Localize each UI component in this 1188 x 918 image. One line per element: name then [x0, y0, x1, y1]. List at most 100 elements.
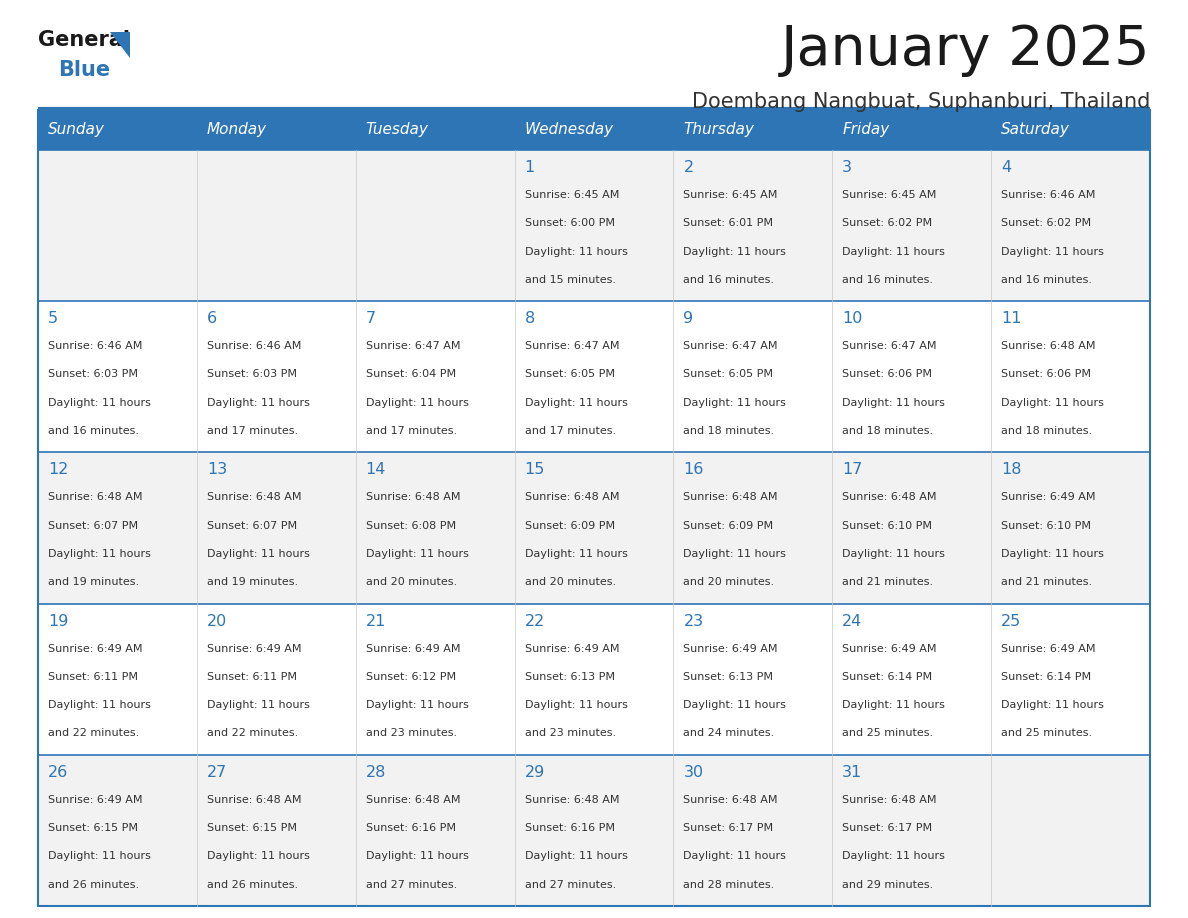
Text: Sunrise: 6:49 AM: Sunrise: 6:49 AM	[48, 795, 143, 805]
Text: Daylight: 11 hours: Daylight: 11 hours	[207, 700, 310, 711]
Bar	[355, 453, 514, 604]
Text: Sunset: 6:03 PM: Sunset: 6:03 PM	[48, 370, 138, 379]
Bar	[991, 604, 1150, 755]
Text: Sunset: 6:15 PM: Sunset: 6:15 PM	[48, 823, 138, 834]
Text: Daylight: 11 hours: Daylight: 11 hours	[842, 549, 946, 559]
Bar	[514, 110, 674, 150]
Text: Daylight: 11 hours: Daylight: 11 hours	[525, 851, 627, 861]
Bar	[355, 301, 514, 453]
Text: and 18 minutes.: and 18 minutes.	[683, 426, 775, 436]
Text: Sunrise: 6:47 AM: Sunrise: 6:47 AM	[525, 341, 619, 352]
Text: Sunset: 6:08 PM: Sunset: 6:08 PM	[366, 521, 456, 531]
Text: Daylight: 11 hours: Daylight: 11 hours	[366, 851, 468, 861]
Text: 8: 8	[525, 311, 535, 326]
Polygon shape	[110, 32, 129, 58]
Text: Sunrise: 6:49 AM: Sunrise: 6:49 AM	[842, 644, 937, 654]
Bar	[38, 150, 197, 301]
Text: 18: 18	[1001, 463, 1022, 477]
Text: Sunset: 6:14 PM: Sunset: 6:14 PM	[842, 672, 933, 682]
Bar	[38, 110, 1150, 906]
Text: Daylight: 11 hours: Daylight: 11 hours	[842, 700, 946, 711]
Text: Sunset: 6:11 PM: Sunset: 6:11 PM	[48, 672, 138, 682]
Text: 31: 31	[842, 765, 862, 779]
Bar	[991, 755, 1150, 906]
Bar	[514, 755, 674, 906]
Text: and 15 minutes.: and 15 minutes.	[525, 274, 615, 285]
Text: Sunrise: 6:48 AM: Sunrise: 6:48 AM	[683, 492, 778, 502]
Text: Sunset: 6:07 PM: Sunset: 6:07 PM	[207, 521, 297, 531]
Bar	[991, 301, 1150, 453]
Text: and 25 minutes.: and 25 minutes.	[842, 729, 934, 738]
Text: Sunset: 6:05 PM: Sunset: 6:05 PM	[683, 370, 773, 379]
Text: Sunset: 6:10 PM: Sunset: 6:10 PM	[842, 521, 933, 531]
Text: 2: 2	[683, 160, 694, 175]
Text: and 20 minutes.: and 20 minutes.	[683, 577, 775, 588]
Text: Sunrise: 6:49 AM: Sunrise: 6:49 AM	[683, 644, 778, 654]
Text: 16: 16	[683, 463, 703, 477]
Text: Daylight: 11 hours: Daylight: 11 hours	[207, 851, 310, 861]
Bar	[514, 453, 674, 604]
Text: 11: 11	[1001, 311, 1022, 326]
Text: Sunset: 6:05 PM: Sunset: 6:05 PM	[525, 370, 614, 379]
Text: Sunset: 6:13 PM: Sunset: 6:13 PM	[525, 672, 614, 682]
Bar	[355, 755, 514, 906]
Text: 12: 12	[48, 463, 69, 477]
Text: Sunrise: 6:45 AM: Sunrise: 6:45 AM	[683, 190, 778, 200]
Text: 21: 21	[366, 613, 386, 629]
Text: Sunset: 6:14 PM: Sunset: 6:14 PM	[1001, 672, 1092, 682]
Text: 23: 23	[683, 613, 703, 629]
Text: Sunrise: 6:49 AM: Sunrise: 6:49 AM	[1001, 644, 1095, 654]
Text: Daylight: 11 hours: Daylight: 11 hours	[525, 549, 627, 559]
Text: Daylight: 11 hours: Daylight: 11 hours	[683, 549, 786, 559]
Text: and 24 minutes.: and 24 minutes.	[683, 729, 775, 738]
Text: 28: 28	[366, 765, 386, 779]
Text: Sunrise: 6:46 AM: Sunrise: 6:46 AM	[207, 341, 302, 352]
Bar	[833, 604, 991, 755]
Text: Daylight: 11 hours: Daylight: 11 hours	[366, 397, 468, 408]
Bar	[514, 150, 674, 301]
Text: Daylight: 11 hours: Daylight: 11 hours	[683, 397, 786, 408]
Text: General: General	[38, 30, 129, 50]
Text: 15: 15	[525, 463, 545, 477]
Text: and 21 minutes.: and 21 minutes.	[1001, 577, 1092, 588]
Text: Sunrise: 6:48 AM: Sunrise: 6:48 AM	[207, 492, 302, 502]
Text: and 26 minutes.: and 26 minutes.	[48, 879, 139, 890]
Text: Sunset: 6:10 PM: Sunset: 6:10 PM	[1001, 521, 1091, 531]
Text: Sunset: 6:07 PM: Sunset: 6:07 PM	[48, 521, 138, 531]
Text: Tuesday: Tuesday	[366, 122, 429, 138]
Text: Daylight: 11 hours: Daylight: 11 hours	[48, 851, 151, 861]
Text: Sunrise: 6:49 AM: Sunrise: 6:49 AM	[366, 644, 460, 654]
Text: 20: 20	[207, 613, 227, 629]
Text: Sunrise: 6:46 AM: Sunrise: 6:46 AM	[1001, 190, 1095, 200]
Text: Wednesday: Wednesday	[525, 122, 614, 138]
Bar	[355, 604, 514, 755]
Text: and 18 minutes.: and 18 minutes.	[1001, 426, 1092, 436]
Text: Sunrise: 6:48 AM: Sunrise: 6:48 AM	[842, 492, 937, 502]
Text: and 22 minutes.: and 22 minutes.	[48, 729, 139, 738]
Text: 29: 29	[525, 765, 545, 779]
Text: Daylight: 11 hours: Daylight: 11 hours	[525, 397, 627, 408]
Text: and 16 minutes.: and 16 minutes.	[1001, 274, 1092, 285]
Bar	[674, 301, 833, 453]
Bar	[355, 150, 514, 301]
Bar	[38, 301, 197, 453]
Bar	[833, 453, 991, 604]
Text: 6: 6	[207, 311, 217, 326]
Text: Daylight: 11 hours: Daylight: 11 hours	[842, 851, 946, 861]
Text: Daylight: 11 hours: Daylight: 11 hours	[683, 851, 786, 861]
Text: and 19 minutes.: and 19 minutes.	[48, 577, 139, 588]
Text: Sunset: 6:01 PM: Sunset: 6:01 PM	[683, 218, 773, 229]
Text: Daylight: 11 hours: Daylight: 11 hours	[842, 247, 946, 257]
Text: 17: 17	[842, 463, 862, 477]
Text: and 17 minutes.: and 17 minutes.	[366, 426, 457, 436]
Text: Sunset: 6:04 PM: Sunset: 6:04 PM	[366, 370, 456, 379]
Text: 5: 5	[48, 311, 58, 326]
Text: and 26 minutes.: and 26 minutes.	[207, 879, 298, 890]
Text: Sunrise: 6:48 AM: Sunrise: 6:48 AM	[525, 795, 619, 805]
Bar	[514, 604, 674, 755]
Text: Sunrise: 6:49 AM: Sunrise: 6:49 AM	[525, 644, 619, 654]
Bar	[38, 110, 197, 150]
Text: Sunrise: 6:47 AM: Sunrise: 6:47 AM	[842, 341, 937, 352]
Text: Daylight: 11 hours: Daylight: 11 hours	[48, 549, 151, 559]
Text: and 28 minutes.: and 28 minutes.	[683, 879, 775, 890]
